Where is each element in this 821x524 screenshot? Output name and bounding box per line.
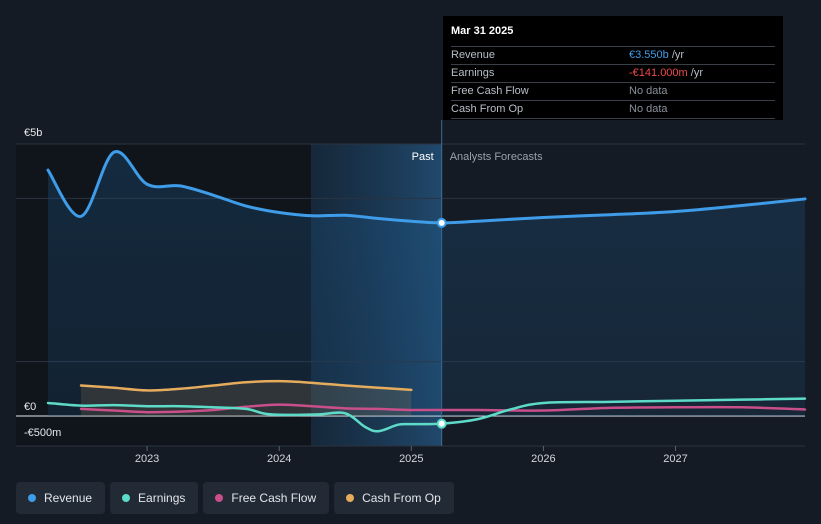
tooltip-unit: /yr [687, 67, 703, 79]
tooltip-row-free-cash-flow: Free Cash Flow No data [451, 82, 775, 100]
x-tick-label: 2025 [399, 453, 423, 465]
free-cash-flow-line [79, 403, 807, 414]
legend-item-earnings[interactable]: Earnings [110, 482, 199, 514]
tooltip-value: -€141.000m [629, 67, 688, 79]
x-tick-label: 2026 [531, 453, 555, 465]
revenue-area [48, 151, 805, 416]
tooltip-unit: /yr [668, 49, 685, 61]
revenue-line [46, 150, 807, 225]
x-tick-label: 2027 [663, 453, 687, 465]
tooltip-date: Mar 31 2025 [451, 25, 514, 37]
legend: Revenue Earnings Free Cash Flow Cash Fro… [16, 482, 454, 514]
legend-label: Free Cash Flow [231, 491, 317, 505]
tooltip-row-earnings: Earnings -€141.000m /yr [451, 64, 775, 82]
legend-item-revenue[interactable]: Revenue [16, 482, 106, 514]
tooltip-label: Free Cash Flow [451, 85, 529, 97]
tooltip-label: Cash From Op [451, 103, 524, 115]
earnings-line [46, 397, 807, 433]
legend-dot-icon [122, 494, 131, 502]
legend-label: Revenue [44, 491, 93, 505]
revenue-point [436, 217, 447, 228]
y-tick-label-top: €5b [24, 127, 42, 139]
tooltip: Mar 31 2025 Revenue €3.550b /yr Earnings… [443, 16, 783, 120]
legend-dot-icon [346, 494, 355, 502]
past-label: Past [412, 151, 434, 163]
tooltip-label: Revenue [451, 49, 496, 61]
x-tick-label: 2024 [267, 453, 291, 465]
legend-dot-icon [28, 494, 36, 502]
cash-from-op-line [79, 379, 413, 392]
tooltip-label: Earnings [451, 67, 495, 79]
tooltip-value: No data [629, 85, 668, 97]
tooltip-value: No data [629, 103, 668, 115]
legend-label: Cash From Op [362, 491, 441, 505]
forecast-label: Analysts Forecasts [450, 151, 543, 163]
legend-item-free-cash-flow[interactable]: Free Cash Flow [203, 482, 330, 514]
tooltip-value: €3.550b [629, 49, 669, 61]
x-tick-label: 2023 [135, 453, 159, 465]
tooltip-row-revenue: Revenue €3.550b /yr [451, 46, 775, 64]
earnings-point [436, 418, 447, 429]
y-tick-label-bottom: -€500m [24, 427, 61, 439]
legend-item-cash-from-op[interactable]: Cash From Op [334, 482, 454, 514]
legend-label: Earnings [138, 491, 186, 505]
y-tick-label-zero: €0 [24, 401, 36, 413]
tooltip-row-cash-from-op: Cash From Op No data [451, 100, 775, 119]
legend-dot-icon [215, 494, 224, 502]
